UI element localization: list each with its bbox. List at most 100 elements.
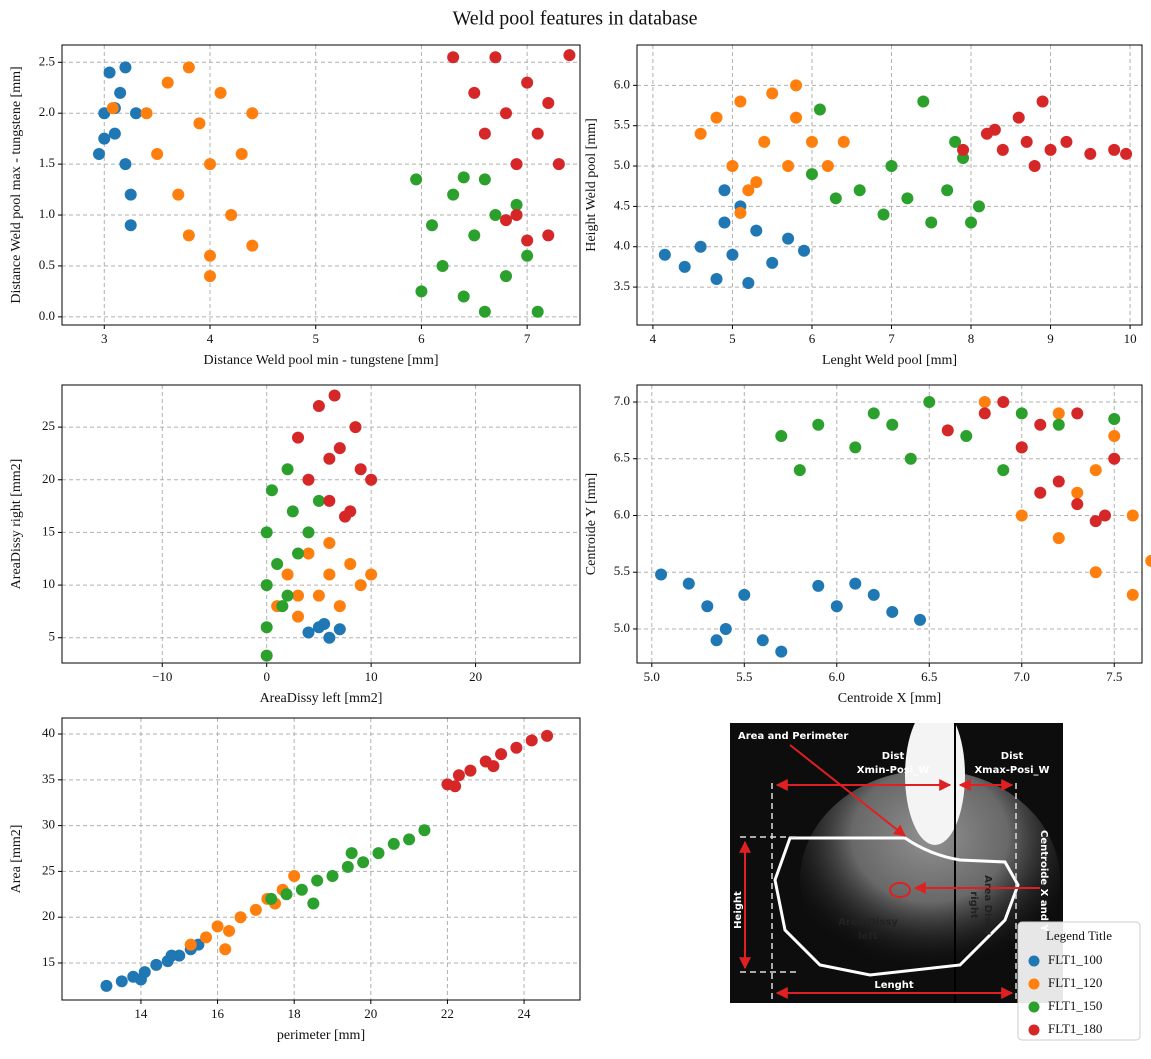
point xyxy=(344,558,357,571)
point xyxy=(295,883,308,896)
y-tick-label: 4.0 xyxy=(614,238,630,253)
diagram-label: Area Dissy xyxy=(838,917,898,928)
x-tick-label: 16 xyxy=(211,1006,225,1021)
point xyxy=(718,216,731,229)
legend-frame xyxy=(1017,921,1141,1041)
x-tick-label: 20 xyxy=(469,669,482,684)
point xyxy=(415,285,428,298)
point xyxy=(426,219,438,232)
diagram-label: Height xyxy=(733,891,744,929)
y-tick-label: 5.5 xyxy=(614,117,630,132)
point xyxy=(766,256,779,269)
legend-label: FLT1_100 xyxy=(1048,952,1102,967)
point xyxy=(886,605,899,618)
point xyxy=(134,973,147,986)
y-tick-label: 4.5 xyxy=(614,197,630,212)
point xyxy=(829,192,842,205)
point xyxy=(193,117,206,130)
point xyxy=(333,600,346,613)
point xyxy=(658,248,671,261)
point xyxy=(323,536,336,549)
point xyxy=(172,188,185,201)
diagram-label: Area and Perimeter xyxy=(738,731,848,742)
x-tick-label: 18 xyxy=(288,1006,301,1021)
x-axis-label: Distance Weld pool min - tungstene [mm] xyxy=(203,353,438,368)
point xyxy=(500,214,512,227)
y-tick-label: 40 xyxy=(42,725,55,740)
point xyxy=(323,631,336,644)
point xyxy=(265,892,278,905)
point xyxy=(812,418,825,431)
point xyxy=(941,424,954,437)
y-tick-label: 10 xyxy=(42,576,55,591)
diagram-label: Xmax-Posi_W xyxy=(974,765,1049,776)
y-tick-label: 20 xyxy=(42,908,55,923)
point xyxy=(312,400,325,413)
point xyxy=(525,734,538,747)
point xyxy=(106,102,119,115)
x-tick-label: 3 xyxy=(101,331,108,346)
point xyxy=(478,173,491,186)
point xyxy=(115,975,128,988)
diagram-label: Area Dissy xyxy=(982,875,993,935)
y-tick-label: 15 xyxy=(42,954,55,969)
y-tick-label: 5 xyxy=(49,629,56,644)
glow xyxy=(800,770,1060,990)
point xyxy=(742,184,755,197)
plot-area xyxy=(62,385,580,663)
point xyxy=(271,558,284,571)
point xyxy=(734,206,747,219)
y-axis-label: Area [mm2] xyxy=(9,825,24,894)
point xyxy=(114,86,127,99)
point xyxy=(124,219,137,232)
point xyxy=(246,107,259,120)
diagram-label: Lenght xyxy=(874,980,914,991)
point xyxy=(286,505,299,518)
point xyxy=(387,837,400,850)
point xyxy=(281,463,294,476)
point xyxy=(867,588,880,601)
point xyxy=(1052,418,1065,431)
point xyxy=(542,97,555,110)
point xyxy=(734,95,747,108)
point xyxy=(790,79,803,92)
point xyxy=(307,897,320,910)
point xyxy=(1028,160,1041,173)
point xyxy=(333,623,346,636)
point xyxy=(468,86,481,99)
point xyxy=(775,430,788,443)
diagram-label: Dist xyxy=(882,751,905,762)
y-tick-label: 20 xyxy=(42,471,55,486)
point xyxy=(260,526,273,539)
x-axis-label: Centroide X [mm] xyxy=(838,691,941,706)
x-tick-label: 5 xyxy=(729,331,736,346)
point xyxy=(1071,498,1084,511)
point xyxy=(904,452,917,465)
point xyxy=(302,547,315,560)
y-axis-label: Centroide Y [mm] xyxy=(584,473,599,575)
point xyxy=(997,464,1010,477)
point xyxy=(204,270,216,283)
y-tick-label: 7.0 xyxy=(614,393,630,408)
plot-frame xyxy=(636,384,1143,664)
centroid-mark xyxy=(889,882,911,898)
point xyxy=(877,208,890,221)
point xyxy=(521,234,534,247)
point xyxy=(1108,452,1121,465)
point xyxy=(510,198,523,211)
point xyxy=(130,107,142,120)
x-axis-label: Lenght Weld pool [mm] xyxy=(822,353,957,368)
y-axis-label: Height Weld pool [mm] xyxy=(584,118,599,252)
diagram-label: Dist xyxy=(1001,751,1024,762)
point xyxy=(925,216,938,229)
point xyxy=(1034,486,1047,499)
point xyxy=(849,577,862,590)
point xyxy=(510,741,523,754)
point xyxy=(302,473,315,486)
y-tick-label: 6.0 xyxy=(614,506,630,521)
x-tick-label: 7 xyxy=(888,331,895,346)
point xyxy=(1052,475,1065,488)
point xyxy=(292,589,305,602)
point xyxy=(923,396,936,409)
point xyxy=(552,158,565,171)
